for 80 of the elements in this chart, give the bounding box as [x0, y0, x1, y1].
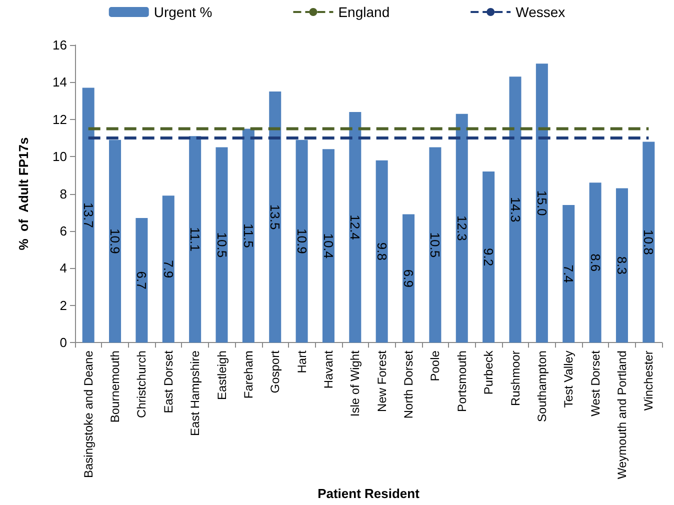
- x-tick-label: Bournemouth: [108, 350, 122, 423]
- data-label: 10.5: [214, 232, 230, 258]
- y-tick-label: 10: [52, 149, 67, 164]
- data-label: 11.1: [188, 227, 203, 252]
- y-tick-label: 2: [60, 298, 67, 313]
- bar: [322, 149, 334, 343]
- bar: [456, 114, 468, 343]
- bar: [536, 64, 548, 343]
- data-label: 13.5: [268, 204, 283, 230]
- x-tick-label: East Dorset: [161, 350, 176, 414]
- bar: [269, 91, 282, 343]
- data-label: 12.4: [348, 214, 363, 240]
- y-tick-label: 12: [52, 112, 67, 127]
- legend-label: England: [338, 4, 390, 20]
- y-tick-label: 16: [52, 38, 67, 52]
- x-tick-label: Basingstoke and Deane: [81, 350, 96, 478]
- data-label: 15.0: [534, 190, 550, 216]
- y-tick-label: 8: [60, 186, 67, 202]
- x-tick-label: Gosport: [268, 350, 282, 394]
- data-label: 8.3: [614, 256, 630, 274]
- bar: [349, 112, 362, 343]
- x-tick-label: Fareham: [241, 350, 256, 399]
- data-label: 10.4: [320, 233, 336, 259]
- data-label: 14.3: [508, 196, 523, 222]
- y-tick-label: 4: [60, 260, 67, 276]
- data-label: 6.7: [134, 271, 150, 290]
- x-tick-label: Poole: [428, 350, 442, 382]
- x-tick-label: Christchurch: [134, 350, 149, 418]
- x-tick-label: New Forest: [374, 350, 389, 412]
- legend-label: Urgent %: [154, 4, 212, 20]
- bar: [482, 171, 495, 343]
- data-label: 11.5: [240, 223, 256, 248]
- bar: [562, 204, 575, 343]
- bar: [376, 160, 388, 343]
- x-tick-label: West Dorset: [588, 350, 602, 416]
- data-label: 8.6: [588, 254, 603, 272]
- x-tick-label: Portsmouth: [454, 350, 469, 412]
- data-label: 9.2: [481, 248, 496, 266]
- data-label: 7.4: [561, 264, 576, 283]
- bar: [616, 188, 628, 343]
- data-label: 9.8: [374, 242, 390, 260]
- data-label: 13.7: [80, 202, 96, 228]
- data-label: 6.9: [401, 269, 416, 288]
- bar: [136, 218, 148, 343]
- bar: [509, 76, 522, 343]
- data-label: 10.9: [294, 228, 310, 254]
- bar: [242, 128, 254, 343]
- x-tick-label: Rushmoor: [508, 350, 522, 406]
- x-tick-label: Winchester: [642, 350, 656, 411]
- data-label: 10.5: [428, 232, 443, 258]
- x-tick-label: Isle of Wight: [348, 350, 362, 417]
- bar: [296, 140, 308, 343]
- x-tick-label: Havant: [321, 350, 336, 389]
- y-tick-label: 0: [60, 335, 67, 350]
- x-tick-label: Test Valley: [562, 350, 576, 408]
- y-tick-label: 14: [52, 74, 67, 90]
- y-axis-title: % of Adult FP17s: [16, 137, 31, 250]
- x-tick-label: North Dorset: [402, 350, 416, 419]
- data-label: 10.9: [108, 228, 123, 254]
- x-tick-label: Hart: [294, 350, 309, 374]
- x-tick-label: East Hampshire: [188, 350, 202, 436]
- x-tick-label: Southampton: [534, 350, 549, 422]
- bar: [589, 182, 602, 343]
- x-tick-label: Eastleigh: [214, 350, 229, 400]
- x-tick-label: Weymouth and Portland: [614, 350, 629, 480]
- legend-label: Wessex: [516, 4, 566, 20]
- x-axis-title: Patient Resident: [318, 486, 420, 501]
- bar: [216, 147, 228, 343]
- bar: [162, 196, 174, 343]
- data-label: 12.3: [454, 216, 470, 241]
- bar: [109, 140, 122, 343]
- data-label: 10.8: [641, 229, 656, 255]
- y-tick-label: 6: [60, 223, 67, 238]
- bar: [189, 136, 202, 343]
- bar: [82, 88, 94, 343]
- bar: [429, 147, 442, 343]
- bar: [402, 214, 415, 343]
- data-label: 7.9: [160, 260, 176, 278]
- x-tick-label: Purbeck: [482, 350, 496, 395]
- bar: [642, 142, 655, 343]
